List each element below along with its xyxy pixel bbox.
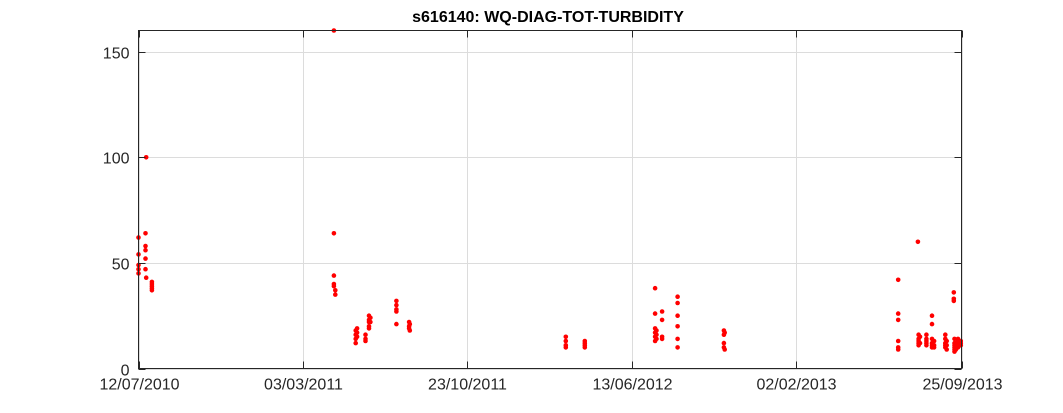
data-point: [943, 332, 948, 338]
data-point: [143, 266, 148, 272]
data-point: [363, 332, 368, 338]
data-point: [333, 288, 338, 293]
data-point: [675, 324, 680, 329]
data-point: [929, 321, 935, 327]
data-point: [353, 340, 359, 346]
data-point: [394, 298, 399, 304]
data-point: [675, 336, 680, 342]
data-point: [675, 345, 680, 350]
data-point: [675, 313, 680, 319]
data-point: [143, 256, 148, 261]
data-point: [354, 326, 360, 331]
data-point: [331, 283, 337, 289]
x-tick-label: 25/09/2013: [922, 377, 1002, 394]
data-point: [895, 338, 901, 344]
data-point: [143, 155, 149, 160]
data-point: [659, 309, 665, 314]
tick-marks: [138, 30, 963, 370]
data-point: [143, 247, 148, 253]
data-point: [944, 347, 949, 352]
data-point: [354, 334, 360, 340]
data-point: [951, 290, 957, 295]
data-point: [958, 343, 964, 348]
data-point: [931, 338, 937, 344]
data-point: [895, 311, 901, 316]
x-tick-label: 02/02/2013: [756, 377, 836, 394]
data-point: [143, 231, 148, 236]
data-point: [931, 345, 937, 350]
data-point: [149, 288, 155, 293]
data-point: [563, 345, 569, 350]
data-point: [143, 275, 149, 281]
y-tick-label: 0: [121, 363, 130, 380]
data-point: [331, 231, 337, 236]
data-point: [659, 317, 665, 323]
data-point: [915, 239, 921, 245]
data-point: [654, 332, 659, 338]
data-point: [944, 343, 949, 348]
data-point: [582, 345, 588, 350]
plot-frame: [138, 30, 962, 369]
data-points: [136, 28, 964, 354]
data-point: [654, 336, 659, 342]
data-point: [368, 315, 373, 321]
data-point: [143, 243, 148, 249]
chart-title: s616140: WQ-DIAG-TOT-TURBIDITY: [412, 9, 684, 26]
y-tick-label: 150: [103, 46, 130, 63]
data-point: [394, 302, 399, 308]
data-point: [895, 347, 901, 352]
data-point: [924, 343, 929, 348]
data-point: [675, 300, 680, 306]
data-point: [333, 292, 338, 297]
grid: [138, 30, 963, 370]
data-point: [652, 311, 658, 316]
data-point: [394, 309, 399, 314]
x-tick-label: 23/10/2011: [428, 377, 507, 394]
data-point: [952, 336, 957, 342]
data-point: [924, 332, 929, 338]
data-point: [917, 334, 923, 340]
data-point: [394, 321, 399, 327]
data-point: [929, 313, 935, 319]
data-point: [721, 340, 727, 346]
x-tick-label: 13/06/2012: [592, 377, 672, 394]
data-point: [354, 330, 360, 335]
y-tick-label: 50: [112, 257, 130, 274]
data-point: [951, 298, 957, 304]
data-point: [895, 317, 901, 323]
data-point: [722, 347, 727, 352]
data-point: [366, 326, 372, 331]
data-point: [363, 338, 368, 344]
data-point: [917, 340, 923, 346]
data-point: [407, 321, 413, 327]
data-point: [654, 328, 659, 333]
data-point: [895, 277, 901, 283]
data-point: [652, 285, 658, 291]
data-point: [563, 338, 569, 344]
data-point: [407, 328, 413, 333]
x-tick-label: 03/03/2011: [264, 377, 343, 394]
data-point: [675, 294, 680, 300]
data-point: [563, 334, 569, 340]
y-tick-label: 100: [103, 151, 130, 168]
data-point: [368, 319, 373, 325]
x-tick-labels: 12/07/2010 03/03/2011 23/10/2011 13/06/2012…: [99, 377, 1002, 394]
data-point: [659, 336, 665, 342]
x-tick-label: 12/07/2010: [99, 377, 179, 394]
data-point: [722, 330, 727, 335]
data-point: [944, 338, 949, 344]
data-point: [331, 273, 337, 278]
y-tick-labels: 0 50 100 150: [103, 46, 130, 380]
